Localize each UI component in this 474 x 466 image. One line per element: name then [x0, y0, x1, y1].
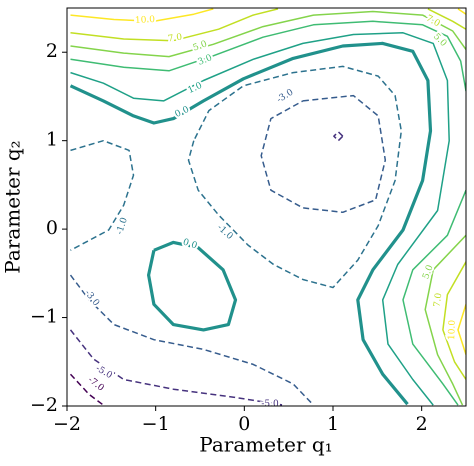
contour-line: -7 — [69, 373, 104, 406]
contour-label: -3.0 — [275, 87, 295, 105]
contour-line: -3 — [69, 94, 387, 406]
contour-label: 3.0 — [197, 53, 214, 68]
x-tick-label: −2 — [53, 413, 81, 435]
contour-line: 7 — [70, 8, 466, 380]
contour-label: 0.0 — [181, 238, 198, 252]
y-tick-label: −1 — [30, 306, 58, 328]
contour-line: 3 — [70, 20, 466, 406]
contour-label: 7.0 — [433, 292, 445, 308]
contour-label: 1.0 — [187, 81, 204, 96]
contour-line: -5 — [69, 131, 344, 406]
contour-label: -1.0 — [215, 223, 235, 242]
y-tick-label: −2 — [30, 394, 58, 416]
contour-line: -1 — [70, 65, 403, 289]
y-tick-label: 2 — [46, 40, 58, 62]
x-tick-label: 2 — [416, 413, 428, 435]
contour-line: 1 — [70, 32, 450, 406]
y-axis-label: Parameter q₂ — [1, 140, 25, 273]
contour-line: 0 — [69, 41, 433, 406]
contour-label: -7.0 — [86, 375, 106, 394]
contour-label: -1.0 — [115, 216, 130, 236]
contour-label: -5.0 — [261, 400, 279, 410]
contour-label: 0.0 — [174, 105, 191, 120]
x-tick-label: −1 — [142, 413, 170, 435]
x-axis-label: Parameter q₁ — [199, 433, 332, 457]
axes-frame — [66, 7, 467, 407]
contour-labels: -7.0-5.0-5.0-3.0-3.0-1.0 -1.00.00.01.03.0… — [80, 12, 460, 412]
contour-label: 5.0 — [421, 263, 435, 280]
contour-line: 5 — [70, 10, 466, 406]
contour-label: 10.0 — [135, 15, 156, 26]
contour-label: 5.0 — [192, 39, 209, 53]
x-tick-label: 1 — [327, 413, 339, 435]
contour-label: 10.0 — [447, 320, 458, 341]
contour-label: -3.0 — [82, 288, 101, 308]
contour-line: 10 — [70, 8, 466, 355]
contour-label: 7.0 — [167, 33, 183, 45]
plot-area: -7-5-3-10135710 — [69, 8, 466, 406]
y-tick-label: 0 — [46, 217, 58, 239]
x-tick-label: 0 — [238, 413, 250, 435]
y-tick-label: 1 — [46, 129, 58, 151]
